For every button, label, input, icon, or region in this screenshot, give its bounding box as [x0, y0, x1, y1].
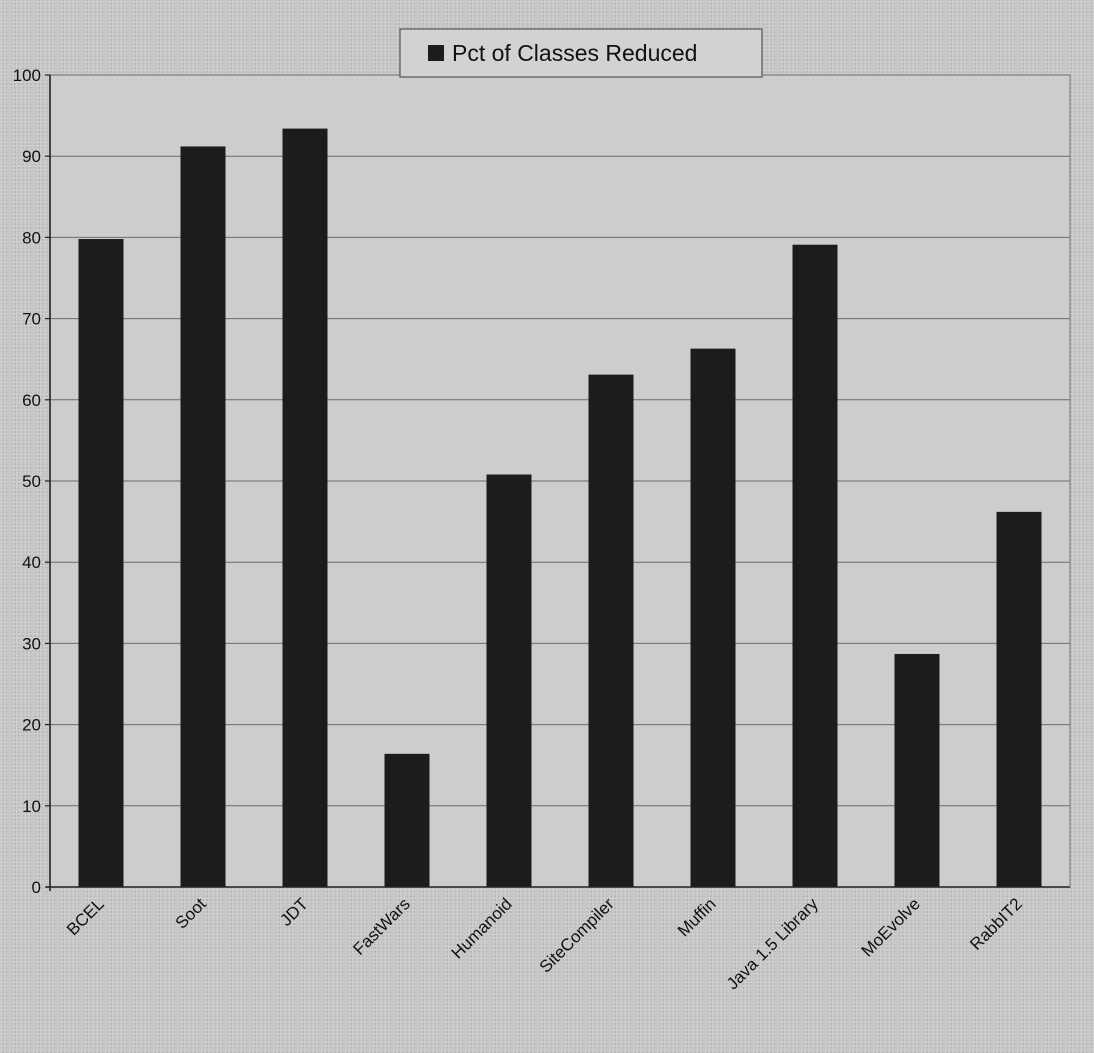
- x-tick-label: MoEvolve: [858, 894, 924, 960]
- bar-muffin: [690, 348, 736, 887]
- y-tick-label: 100: [13, 66, 41, 85]
- y-tick-label: 20: [22, 716, 41, 735]
- y-tick-label: 70: [22, 310, 41, 329]
- bar-java-1-5-library: [792, 244, 838, 887]
- x-tick-label: Soot: [172, 894, 210, 932]
- legend-box: [399, 28, 763, 78]
- x-tick-label: FastWars: [349, 894, 413, 958]
- x-tick-label: SiteCompiler: [536, 894, 618, 976]
- bar-moevolve: [894, 653, 940, 887]
- x-tick-label: BCEL: [63, 894, 108, 939]
- y-tick-label: 90: [22, 147, 41, 166]
- bar-rabbit2: [996, 511, 1042, 887]
- bar-sitecompiler: [588, 374, 634, 887]
- legend-label: Pct of Classes Reduced: [452, 40, 697, 66]
- bars: [78, 128, 1042, 888]
- y-tick-label: 30: [22, 634, 41, 653]
- x-tick-label: Java 1.5 Library: [723, 894, 822, 993]
- bar-jdt: [282, 128, 328, 888]
- x-tick-label: Muffin: [674, 894, 720, 940]
- y-tick-label: 50: [22, 472, 41, 491]
- bar-fastwars: [384, 753, 430, 887]
- y-tick-label: 80: [22, 228, 41, 247]
- bar-soot: [180, 146, 226, 887]
- bar-bcel: [78, 239, 124, 888]
- x-tick-label: RabbIT2: [966, 894, 1026, 954]
- x-tick-label: Humanoid: [448, 894, 516, 962]
- y-tick-label: 40: [22, 553, 41, 572]
- y-tick-label: 0: [32, 878, 41, 897]
- y-tick-label: 10: [22, 797, 41, 816]
- y-tick-labels: 0 10 20 30 40 50 60 70 80 90 100: [13, 66, 50, 897]
- bar-humanoid: [486, 474, 532, 887]
- y-tick-label: 60: [22, 391, 41, 410]
- legend-swatch: [428, 45, 444, 61]
- x-tick-label: JDT: [276, 894, 311, 929]
- x-tick-labels: BCEL Soot JDT FastWars Humanoid SiteCompiler M…: [63, 894, 1026, 993]
- legend: Pct of Classes Reduced: [399, 28, 763, 78]
